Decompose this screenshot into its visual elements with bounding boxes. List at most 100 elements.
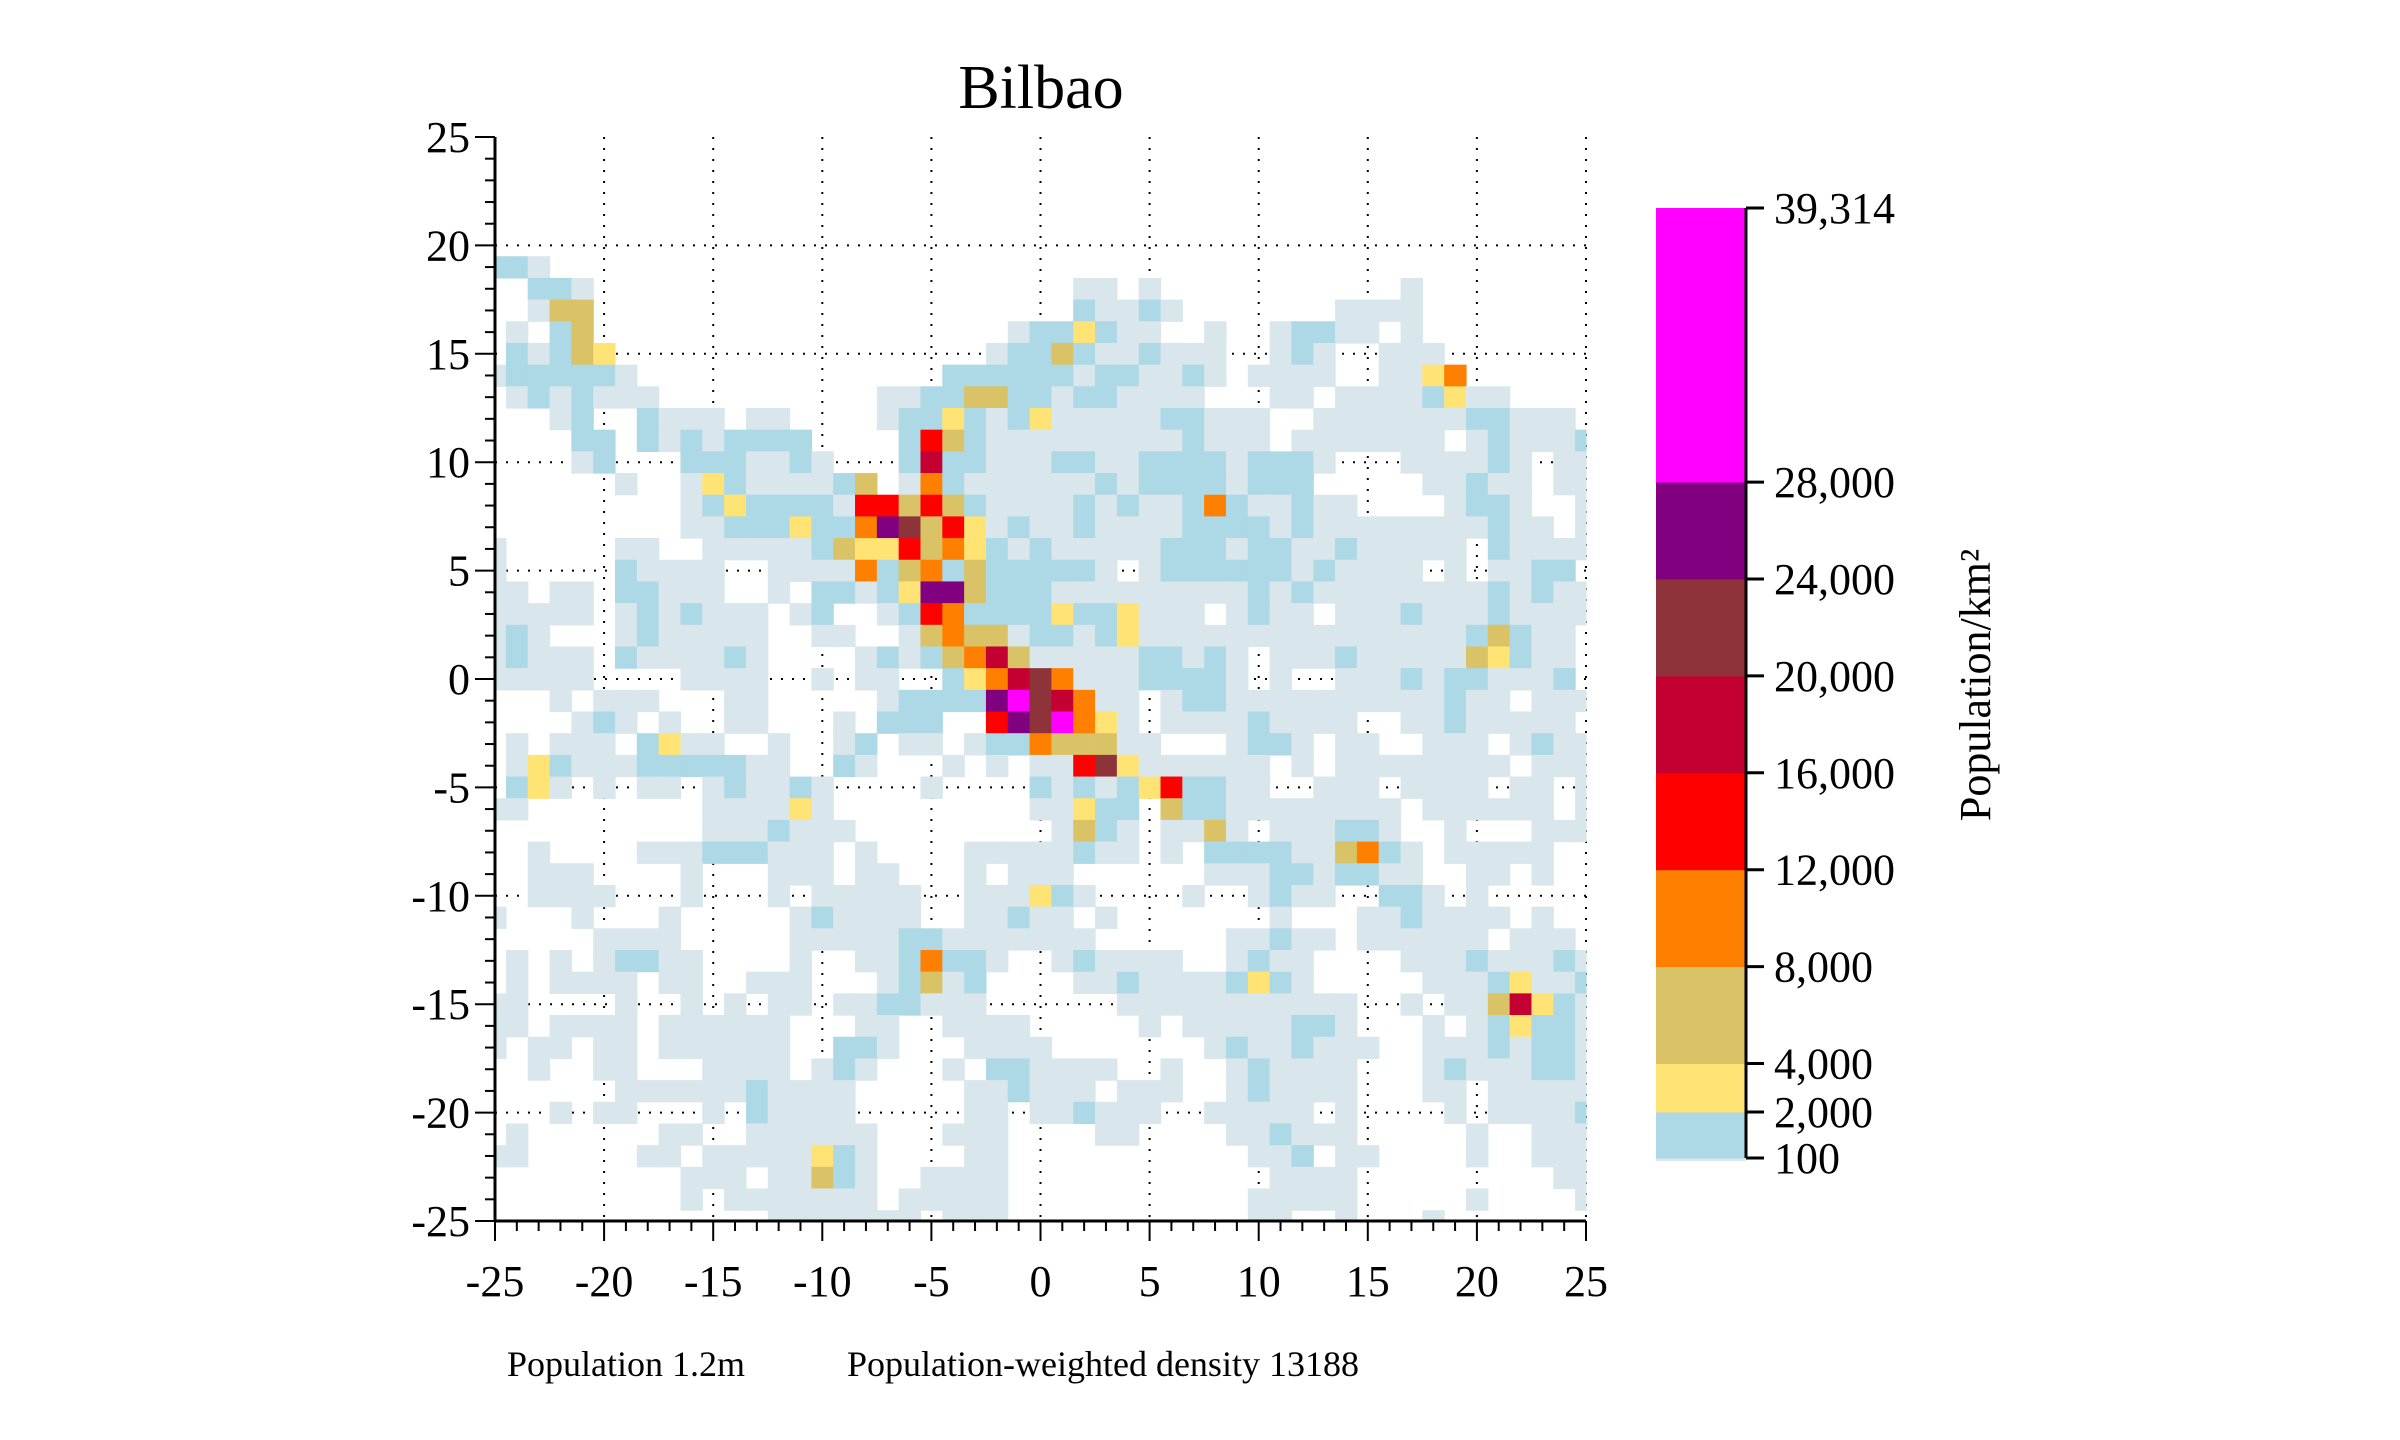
heatmap-cell	[1204, 494, 1227, 517]
heatmap-cell	[1531, 1015, 1554, 1038]
heatmap-cell	[1356, 516, 1380, 539]
heatmap-cell	[1509, 494, 1533, 517]
heatmap-cell	[1225, 1101, 1249, 1125]
heatmap-cell	[1225, 1080, 1249, 1103]
heatmap-cell	[942, 429, 965, 452]
heatmap-cell	[724, 776, 747, 799]
heatmap-cell	[1575, 1080, 1587, 1103]
heatmap-cell	[724, 841, 747, 864]
heatmap-cell	[1553, 1080, 1576, 1103]
heatmap-cell	[1465, 429, 1489, 452]
heatmap-cell	[1204, 1101, 1227, 1125]
heatmap-cell	[1313, 863, 1336, 886]
heatmap-cell	[1356, 754, 1380, 778]
heatmap-cell	[833, 993, 856, 1016]
heatmap-cell	[1335, 408, 1358, 431]
heatmap-cell	[1073, 603, 1096, 626]
heatmap-cell	[1444, 538, 1467, 561]
heatmap-cell	[680, 884, 703, 908]
heatmap-cell	[833, 733, 856, 756]
heatmap-cell	[1422, 516, 1445, 539]
heatmap-cell	[876, 603, 900, 626]
heatmap-cell	[1116, 841, 1140, 864]
heatmap-cell	[1356, 603, 1380, 626]
heatmap-cell	[920, 928, 943, 951]
heatmap-cell	[1444, 603, 1467, 626]
heatmap-cell	[593, 711, 616, 734]
heatmap-cell	[1182, 646, 1205, 669]
heatmap-cell	[789, 1210, 812, 1222]
heatmap-cell	[1487, 1080, 1511, 1103]
heatmap-cell	[636, 559, 660, 583]
heatmap-cell	[789, 516, 812, 539]
heatmap-cell	[855, 473, 878, 496]
heatmap-cell	[1422, 624, 1445, 648]
heatmap-cell	[1400, 776, 1423, 799]
heatmap-cell	[1029, 1036, 1053, 1059]
heatmap-cell	[833, 1058, 856, 1081]
heatmap-cell	[1400, 516, 1423, 539]
heatmap-cell	[593, 429, 616, 452]
heatmap-cell	[1575, 1101, 1587, 1125]
heatmap-cell	[615, 473, 638, 496]
heatmap-cell	[1138, 993, 1162, 1016]
heatmap-cell	[1335, 1145, 1358, 1168]
heatmap-cell	[658, 754, 682, 778]
heatmap-cell	[1051, 668, 1074, 691]
heatmap-cell	[811, 776, 834, 799]
heatmap-cell	[1247, 1188, 1271, 1211]
heatmap-cell	[985, 1015, 1009, 1038]
heatmap-cell	[964, 950, 987, 973]
heatmap-cell	[1291, 603, 1314, 626]
heatmap-cell	[1269, 624, 1293, 648]
colorbar-segment	[1656, 208, 1746, 483]
heatmap-cell	[571, 603, 594, 626]
heatmap-cell	[1116, 516, 1140, 539]
heatmap-cell	[1160, 798, 1183, 821]
heatmap-cell	[920, 624, 943, 648]
heatmap-cell	[1291, 754, 1314, 778]
heatmap-cell	[1335, 711, 1358, 734]
heatmap-cell	[1204, 321, 1227, 344]
heatmap-cell	[1378, 342, 1402, 366]
heatmap-cell	[1051, 1058, 1074, 1081]
heatmap-cell	[855, 1036, 878, 1059]
heatmap-cell	[1487, 429, 1511, 452]
heatmap-cell	[767, 798, 791, 821]
heatmap-cell	[1160, 559, 1183, 583]
heatmap-cell	[1204, 581, 1227, 604]
heatmap-cell	[549, 342, 572, 366]
heatmap-cell	[1531, 668, 1554, 691]
heatmap-cell	[1553, 1145, 1576, 1168]
heatmap-cell	[1269, 1080, 1293, 1103]
heatmap-cell	[1509, 603, 1533, 626]
heatmap-cell	[1051, 559, 1074, 583]
heatmap-cell	[1531, 1058, 1554, 1081]
heatmap-cell	[745, 1015, 769, 1038]
y-tick-label: -20	[411, 1089, 470, 1138]
heatmap-cell	[1029, 798, 1053, 821]
heatmap-cell	[876, 668, 900, 691]
heatmap-cell	[745, 429, 769, 452]
heatmap-cell	[833, 819, 856, 843]
heatmap-cell	[1095, 798, 1118, 821]
heatmap-cell	[1138, 451, 1162, 474]
heatmap-cell	[1291, 386, 1314, 409]
heatmap-cell	[1073, 1080, 1096, 1103]
heatmap-cell	[1575, 429, 1587, 452]
heatmap-cell	[1400, 429, 1423, 452]
heatmap-cell	[1291, 733, 1314, 756]
heatmap-cell	[1378, 928, 1402, 951]
heatmap-cell	[1269, 1210, 1293, 1222]
heatmap-cell	[1204, 1015, 1227, 1038]
heatmap-cell	[593, 1015, 616, 1038]
heatmap-cell	[658, 733, 682, 756]
heatmap-cell	[1247, 1210, 1271, 1222]
heatmap-cell	[724, 689, 747, 713]
heatmap-cell	[1291, 581, 1314, 604]
heatmap-cell	[811, 906, 834, 929]
heatmap-cell	[1204, 342, 1227, 366]
heatmap-cell	[1553, 1036, 1576, 1059]
heatmap-cell	[1225, 473, 1249, 496]
heatmap-cell	[1247, 950, 1271, 973]
